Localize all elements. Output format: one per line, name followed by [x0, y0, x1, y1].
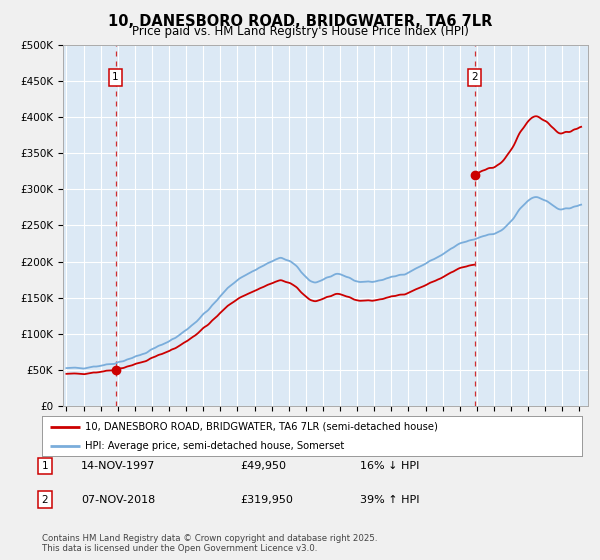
Text: 2: 2	[41, 494, 49, 505]
Text: £319,950: £319,950	[240, 494, 293, 505]
Text: 39% ↑ HPI: 39% ↑ HPI	[360, 494, 419, 505]
Text: 07-NOV-2018: 07-NOV-2018	[81, 494, 155, 505]
Text: Contains HM Land Registry data © Crown copyright and database right 2025.
This d: Contains HM Land Registry data © Crown c…	[42, 534, 377, 553]
Text: 2: 2	[472, 72, 478, 82]
Text: £49,950: £49,950	[240, 461, 286, 471]
Text: 1: 1	[41, 461, 49, 471]
Text: 14-NOV-1997: 14-NOV-1997	[81, 461, 155, 471]
Text: HPI: Average price, semi-detached house, Somerset: HPI: Average price, semi-detached house,…	[85, 441, 344, 451]
Text: 10, DANESBORO ROAD, BRIDGWATER, TA6 7LR: 10, DANESBORO ROAD, BRIDGWATER, TA6 7LR	[108, 14, 492, 29]
Text: 16% ↓ HPI: 16% ↓ HPI	[360, 461, 419, 471]
Text: Price paid vs. HM Land Registry's House Price Index (HPI): Price paid vs. HM Land Registry's House …	[131, 25, 469, 38]
Text: 10, DANESBORO ROAD, BRIDGWATER, TA6 7LR (semi-detached house): 10, DANESBORO ROAD, BRIDGWATER, TA6 7LR …	[85, 422, 438, 432]
Text: 1: 1	[112, 72, 119, 82]
